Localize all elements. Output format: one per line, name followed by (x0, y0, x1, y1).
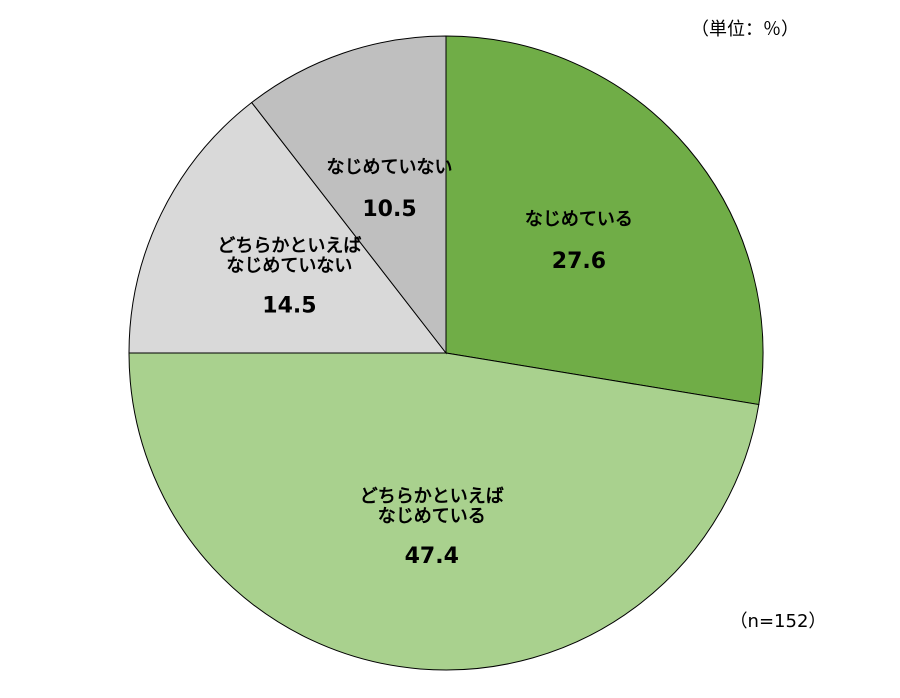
value-label: 14.5 (262, 293, 316, 318)
pie-slice (445, 35, 764, 406)
pie-slice (128, 101, 448, 354)
pie-slice (128, 352, 760, 671)
value-label: 47.4 (405, 544, 459, 569)
slice-label: なじめている (525, 209, 633, 230)
value-label: 27.6 (552, 249, 606, 274)
slice-label: なじめていない (327, 157, 453, 178)
slice-label: どちらかといえばなじめている (360, 486, 504, 527)
unit-note: （単位：％） (691, 19, 799, 40)
value-label: 10.5 (362, 197, 416, 222)
slice-label: どちらかといえばなじめていない (217, 235, 361, 276)
pie-slice (251, 35, 447, 355)
sample-note: （n=152） (730, 611, 827, 632)
